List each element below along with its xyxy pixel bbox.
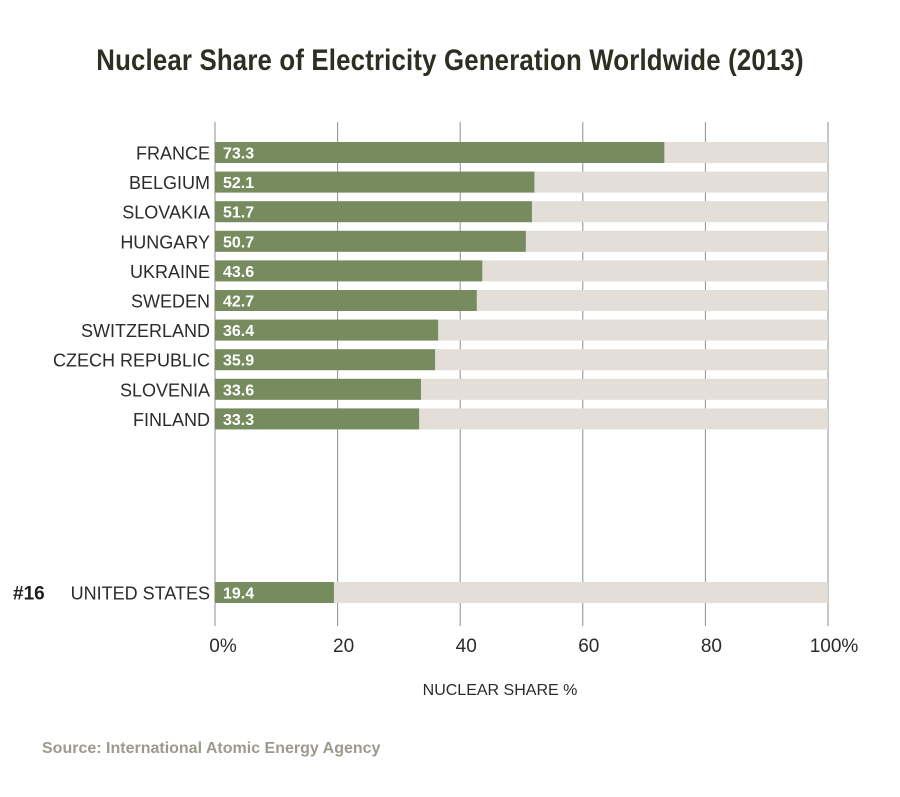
bar (215, 378, 421, 400)
category-label: SLOVAKIA (122, 203, 210, 223)
bar-value-label: 33.6 (223, 382, 254, 399)
category-label: SWITZERLAND (81, 321, 210, 341)
bar (215, 290, 477, 311)
bar (215, 230, 526, 252)
x-tick-label: 0% (209, 636, 237, 657)
chart-title: Nuclear Share of Electricity Generation … (96, 44, 804, 77)
bar (215, 171, 535, 193)
category-label: SLOVENIA (120, 380, 210, 400)
rank-label: #16 (13, 584, 45, 605)
x-axis-label: NUCLEAR SHARE % (423, 682, 578, 699)
x-tick-label: 40 (456, 636, 477, 657)
bar (215, 319, 439, 341)
bar (215, 408, 420, 430)
category-labels: FRANCE BELGIUM SLOVAKIA HUNGARY UKRAINE SWEDE… (13, 144, 210, 605)
bar-value-label: 52.1 (223, 175, 254, 192)
bar-value-label: 33.3 (223, 412, 254, 429)
bar-value-label: 50.7 (223, 234, 254, 251)
bar-value-label: 19.4 (223, 586, 254, 603)
bar-value-label: 42.7 (223, 294, 254, 311)
gridlines (214, 122, 829, 626)
category-label: SWEDEN (131, 292, 210, 312)
x-tick-label: 60 (578, 636, 599, 657)
bar-value-label: 43.6 (223, 264, 254, 281)
bar (215, 349, 436, 371)
bar (215, 142, 665, 163)
bar (215, 260, 483, 282)
bar (215, 582, 334, 603)
category-label: HUNGARY (120, 232, 210, 252)
category-label: BELGIUM (129, 173, 210, 193)
bar-value-label: 36.4 (223, 323, 254, 340)
x-tick-label: 80 (701, 636, 722, 657)
category-label: FRANCE (136, 144, 210, 164)
category-label: UKRAINE (130, 262, 210, 282)
bar-value-label: 35.9 (223, 353, 254, 370)
bars: 73.3 52.1 51.7 50.7 43.6 42.7 36.4 35.9 33.6 33.3… (215, 142, 828, 603)
bar-value-label: 51.7 (223, 205, 254, 222)
source-note: Source: International Atomic Energy Agen… (42, 740, 381, 757)
category-label: UNITED STATES (71, 584, 210, 604)
x-tick-label: 20 (333, 636, 354, 657)
category-label: CZECH REPUBLIC (53, 351, 210, 371)
x-axis-ticks: 0% 20 40 60 80 100% (209, 636, 858, 657)
bar-track (215, 582, 828, 603)
category-label: FINLAND (133, 410, 210, 430)
x-tick-label: 100% (810, 636, 859, 657)
bar (215, 201, 532, 223)
bar-value-label: 73.3 (223, 146, 254, 163)
